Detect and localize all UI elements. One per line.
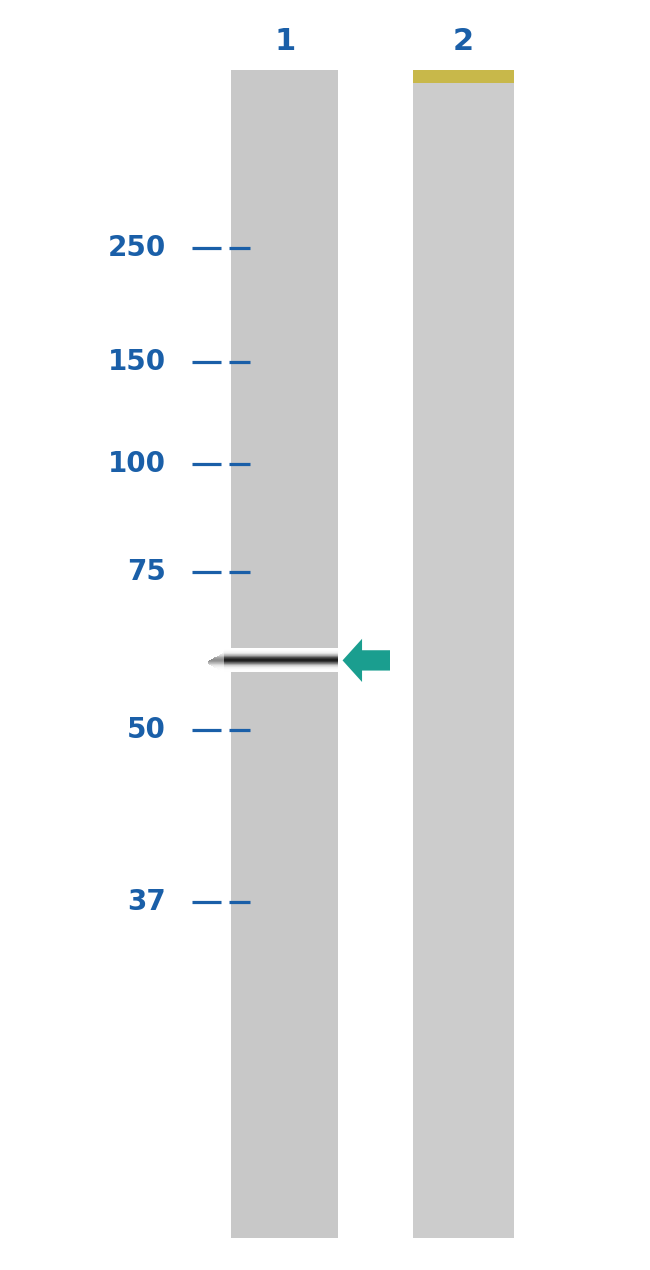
Bar: [413, 70, 514, 83]
Text: 150: 150: [108, 348, 166, 376]
Text: 100: 100: [108, 450, 166, 478]
Text: 2: 2: [452, 28, 473, 56]
Text: 250: 250: [107, 234, 166, 262]
FancyArrow shape: [343, 639, 390, 682]
Text: 50: 50: [127, 716, 166, 744]
Bar: [413, 70, 514, 1238]
Text: 1: 1: [274, 28, 295, 56]
Text: 75: 75: [127, 558, 166, 585]
Bar: [231, 70, 338, 1238]
Text: 37: 37: [127, 888, 166, 916]
